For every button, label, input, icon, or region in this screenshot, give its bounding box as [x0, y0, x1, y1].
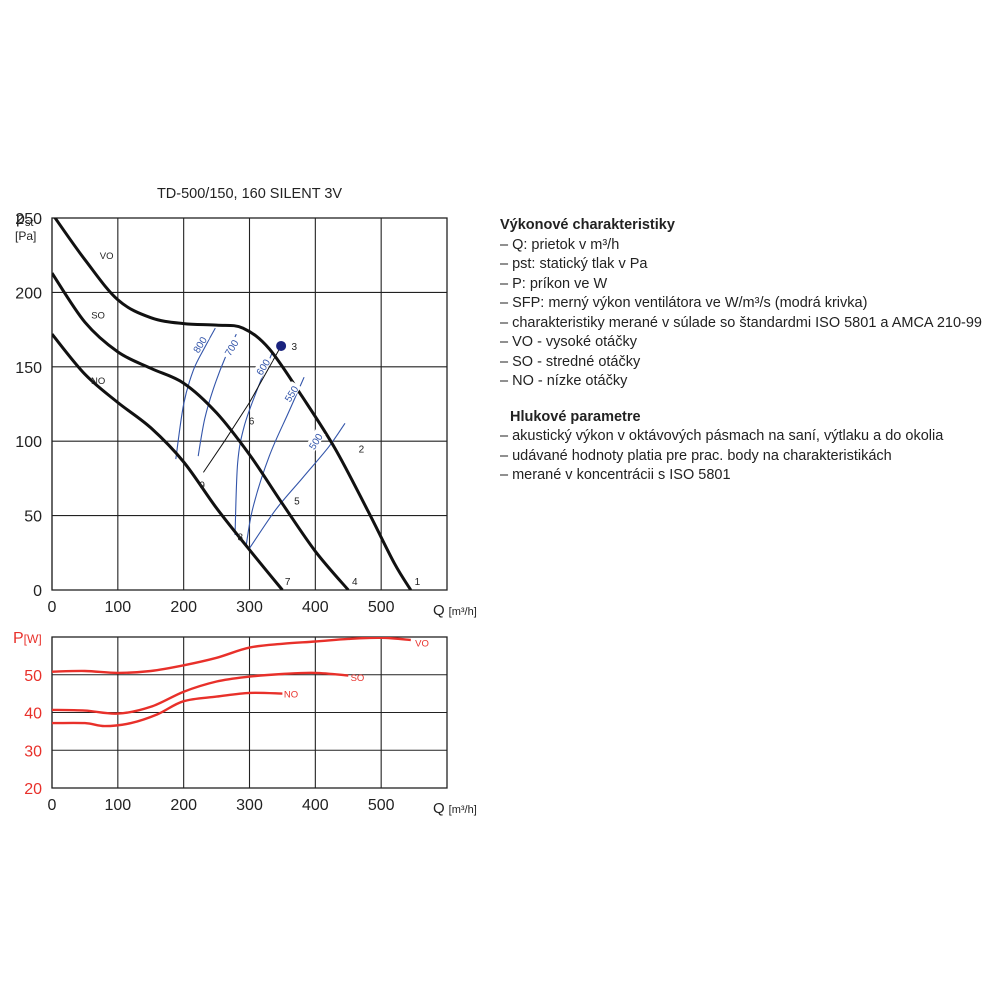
- x-tick-label: 400: [302, 797, 329, 814]
- noise-item: akustický výkon v oktávových pásmach na …: [500, 427, 995, 447]
- x-tick-label: 100: [104, 599, 131, 616]
- series-line-vo: [52, 637, 411, 675]
- y-tick-label: 30: [24, 743, 42, 760]
- sfp-label-group: 700: [220, 334, 242, 360]
- x-tick-label: 0: [48, 797, 57, 814]
- y-tick-label: 40: [24, 706, 42, 723]
- point-number-label: 6: [249, 416, 255, 427]
- series-line-so: [52, 272, 350, 590]
- operating-point-marker: [276, 340, 287, 351]
- chart-title: TD-500/150, 160 SILENT 3V: [157, 186, 342, 202]
- x-tick-label: 100: [104, 797, 131, 814]
- performance-item: Q: prietok v m³/h: [500, 236, 995, 256]
- point-number-label: 9: [199, 480, 205, 491]
- x-tick-label: 200: [170, 599, 197, 616]
- series-line-no: [52, 691, 283, 728]
- sfp-label-bg: [280, 381, 302, 406]
- y-axis-label: pst: [16, 210, 33, 229]
- x-tick-label: 500: [368, 797, 395, 814]
- series-line-no: [52, 333, 284, 590]
- y-tick-label: 100: [15, 434, 42, 451]
- x-axis-label: Q [m³/h]: [433, 602, 477, 619]
- performance-item: pst: statický tlak v Pa: [500, 255, 995, 275]
- x-tick-label: 500: [368, 599, 395, 616]
- system-curve: [202, 345, 282, 473]
- performance-item: SO - stredné otáčky: [500, 353, 995, 373]
- point-number-label: 3: [291, 342, 297, 353]
- x-axis-label: Q [m³/h]: [433, 800, 477, 817]
- performance-item: P: príkon ve W: [500, 275, 995, 295]
- performance-list: Q: prietok v m³/h pst: statický tlak v P…: [500, 236, 995, 392]
- sfp-label-bg: [251, 354, 273, 379]
- y-tick-label: 0: [33, 583, 42, 600]
- performance-item: NO - nízke otáčky: [500, 372, 995, 392]
- series-name-label: SO: [91, 311, 105, 322]
- series-name-label: VO: [100, 251, 114, 262]
- noise-item: merané v koncentrácii s ISO 5801: [500, 466, 995, 486]
- series-line-vo: [53, 218, 413, 590]
- noise-title: Hlukové parametre: [510, 408, 641, 425]
- point-number-label: 7: [285, 577, 291, 588]
- series-name-label: SO: [351, 673, 365, 684]
- x-tick-label: 0: [48, 599, 57, 616]
- sfp-label-bg: [188, 331, 210, 357]
- y-axis-label: P[W]: [13, 630, 42, 647]
- performance-item: VO - vysoké otáčky: [500, 333, 995, 353]
- y-tick-label: 150: [15, 360, 42, 377]
- performance-item: SFP: merný výkon ventilátora ve W/m³/s (…: [500, 294, 995, 314]
- performance-title: Výkonové charakteristiky: [500, 217, 675, 233]
- point-number-label: 5: [294, 497, 300, 508]
- sfp-curve: [175, 327, 216, 460]
- y-tick-label: 50: [24, 668, 42, 685]
- y-tick-label: 50: [24, 509, 42, 526]
- noise-item: udávané hodnoty platia pre prac. body na…: [500, 447, 995, 467]
- sfp-label-bg: [304, 428, 326, 454]
- point-number-label: 8: [238, 532, 244, 543]
- sfp-curve: [234, 351, 274, 535]
- chart-panel-1: 0 100 200 300 400 500 0 50 100 150 200 250 Q [m³/h] ps…: [15, 186, 477, 619]
- legend-panel: Výkonové charakteristiky Q: prietok v m³…: [500, 216, 995, 486]
- chart-panel-2: 0 100 200 300 400 500 20 30 40 50 Q [m³/h] P[W] VO SO N…: [13, 630, 477, 817]
- x-tick-label: 200: [170, 797, 197, 814]
- plot-area: [52, 637, 411, 728]
- series-name-label: NO: [284, 690, 298, 701]
- point-number-label: 4: [352, 577, 358, 588]
- x-tick-label: 300: [236, 797, 263, 814]
- sfp-label-group: 800: [188, 331, 210, 357]
- y-tick-label: 250: [15, 211, 42, 228]
- series-name-label: NO: [91, 376, 105, 387]
- performance-item: charakteristiky merané v súlade so štand…: [500, 314, 995, 334]
- sfp-label-bg: [220, 334, 242, 360]
- plot-frame: [51, 636, 448, 789]
- y-tick-label: 20: [24, 781, 42, 798]
- noise-list: akustický výkon v oktávových pásmach na …: [500, 427, 995, 486]
- series-name-label: VO: [415, 638, 429, 649]
- series-line-so: [52, 671, 349, 715]
- point-number-label: 2: [359, 445, 365, 456]
- x-tick-label: 400: [302, 599, 329, 616]
- plot-frame: [51, 217, 448, 591]
- sfp-curve: [245, 376, 305, 546]
- y-axis-unit: [Pa]: [15, 229, 36, 243]
- sfp-curve: [249, 422, 346, 549]
- x-tick-label: 300: [236, 599, 263, 616]
- point-number-label: 1: [415, 577, 421, 588]
- y-tick-label: 200: [15, 285, 42, 302]
